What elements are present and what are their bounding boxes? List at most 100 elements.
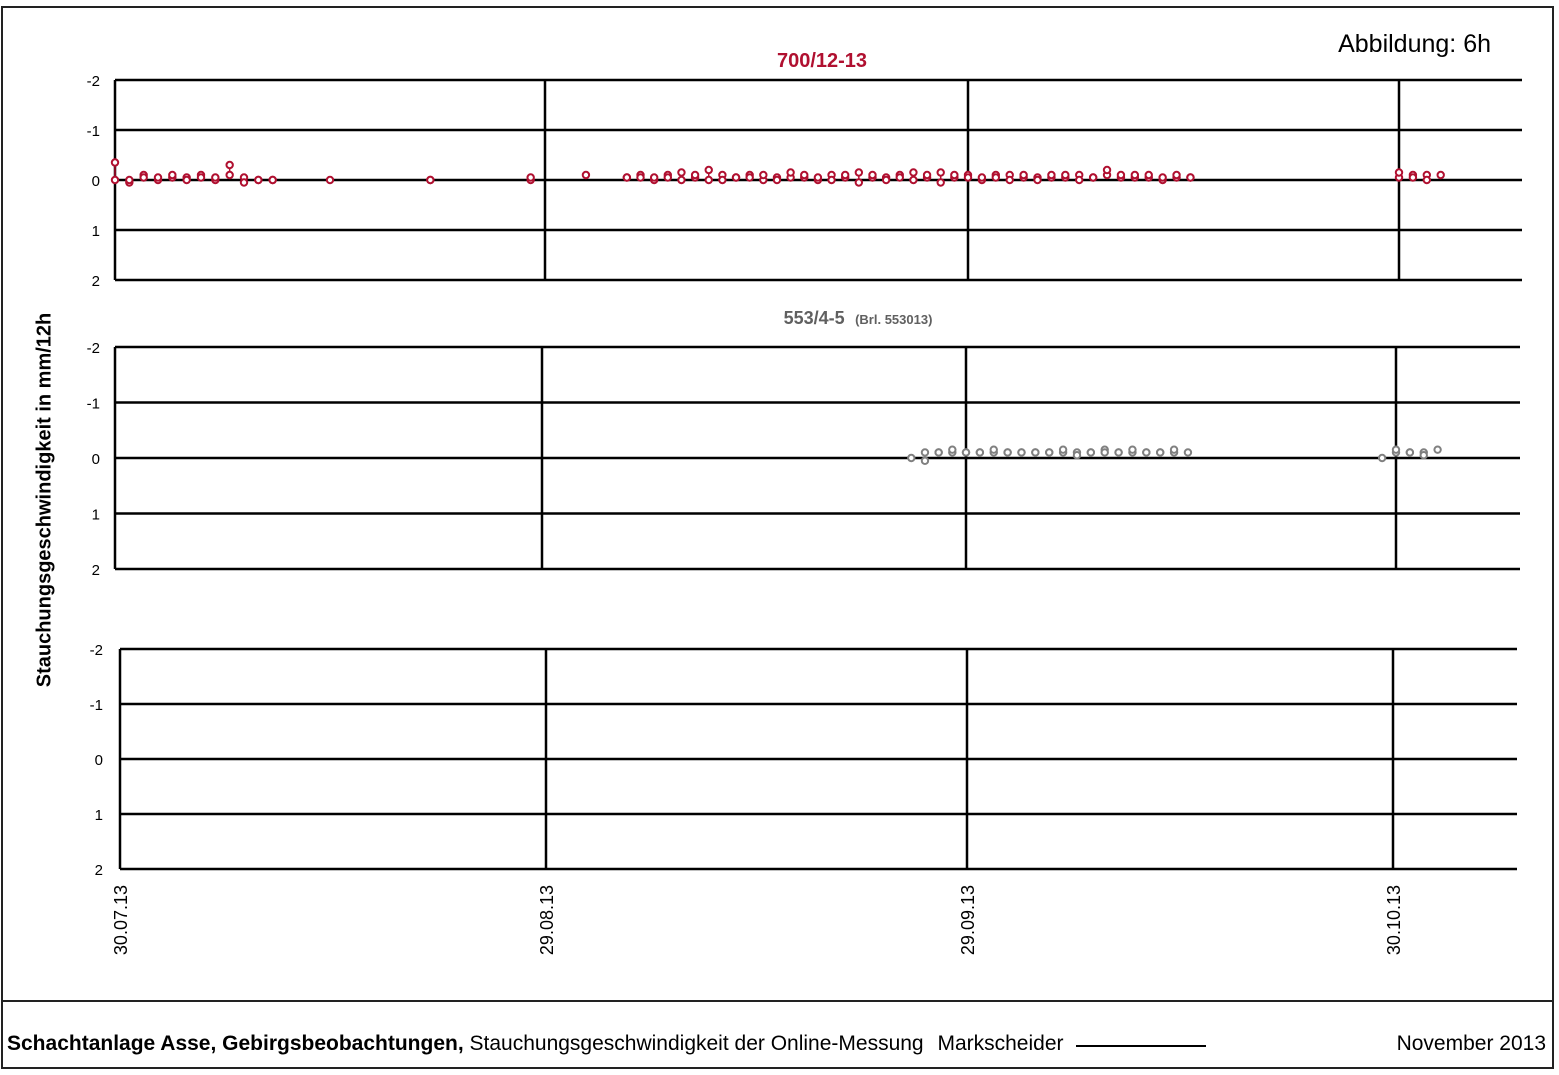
data-point	[153, 173, 163, 182]
data-point	[1102, 165, 1112, 175]
x-tick-label: 29.09.13	[958, 885, 978, 955]
data-point	[895, 173, 904, 182]
data-point	[196, 173, 206, 182]
data-point	[881, 175, 891, 185]
chart-subtitle: (Brl. 553013)	[855, 312, 932, 327]
data-point	[963, 173, 973, 182]
data-point	[1419, 451, 1428, 460]
data-point	[663, 173, 673, 182]
data-point	[1405, 448, 1415, 457]
data-point	[975, 448, 985, 457]
chart-panel-empty: -2 -1 0 1 2	[90, 642, 1517, 879]
data-point	[948, 445, 957, 454]
footer-signer-label: Markscheider	[937, 1032, 1064, 1055]
data-point	[690, 170, 700, 180]
data-point	[1436, 170, 1445, 180]
data-point	[704, 165, 713, 175]
data-point	[950, 170, 959, 180]
data-point	[936, 178, 945, 187]
y-tick-label: 0	[92, 173, 100, 190]
data-point	[168, 170, 177, 180]
data-point	[991, 173, 1001, 182]
data-point	[1391, 445, 1401, 454]
data-point	[1158, 173, 1167, 182]
y-tick-label: 1	[92, 223, 100, 240]
y-tick-label: -2	[87, 340, 100, 357]
data-point	[1086, 448, 1096, 457]
data-point	[1019, 170, 1028, 180]
y-tick-label: -1	[90, 697, 103, 714]
data-points	[907, 445, 1442, 465]
data-point	[1031, 448, 1040, 457]
data-point	[920, 448, 930, 457]
data-point	[636, 173, 645, 182]
x-tick-label: 30.07.13	[111, 885, 131, 955]
data-point	[110, 175, 120, 185]
data-point	[677, 168, 686, 177]
data-point	[977, 173, 987, 182]
data-point	[854, 178, 864, 187]
footer-divider	[1, 1000, 1554, 1002]
data-point	[677, 175, 686, 185]
data-point	[1114, 448, 1123, 457]
y-tick-label: -2	[90, 642, 103, 659]
footer-description: Stauchungsgeschwindigkeit der Online-Mes…	[463, 1032, 924, 1055]
data-point	[934, 448, 943, 457]
data-point	[1088, 173, 1098, 182]
data-point	[936, 168, 945, 177]
data-point	[1058, 445, 1068, 454]
data-point	[704, 175, 713, 185]
data-point	[110, 158, 120, 167]
data-point	[800, 170, 809, 180]
chart-title-group: 553/4-5 (Brl. 553013)	[784, 308, 933, 328]
y-tick-label: 0	[95, 752, 103, 769]
data-point	[813, 173, 823, 182]
footer: Schachtanlage Asse, Gebirgsbeobachtungen…	[7, 1032, 1550, 1056]
data-point	[786, 168, 795, 177]
data-point	[139, 173, 148, 182]
data-point	[1045, 448, 1054, 457]
data-point	[1100, 448, 1109, 457]
data-point	[731, 173, 741, 182]
data-point	[961, 448, 971, 457]
data-point	[1047, 170, 1056, 180]
y-tick-label: 1	[95, 807, 103, 824]
data-point	[1183, 448, 1193, 457]
chart-panel-553-4-5: 553/4-5 (Brl. 553013) -2 -1 0 1 2	[87, 308, 1520, 579]
data-point	[426, 175, 435, 185]
data-point	[1422, 175, 1432, 185]
y-tick-labels: -2 -1 0 1 2	[87, 73, 100, 290]
grid-lines	[113, 345, 1520, 571]
data-point	[1116, 170, 1126, 180]
data-point	[1144, 170, 1153, 180]
data-point	[225, 170, 234, 180]
footer-date: November 2013	[1396, 1032, 1546, 1055]
data-point	[1017, 448, 1026, 457]
data-point	[759, 170, 768, 180]
data-point	[581, 170, 591, 180]
data-points	[110, 158, 1445, 187]
data-point	[1142, 448, 1151, 457]
chart-title: 553/4-5	[784, 308, 845, 328]
data-point	[268, 175, 277, 185]
footer-company: Schachtanlage Asse, Gebirgsbeobachtungen…	[7, 1032, 464, 1055]
chart-title: 700/12-13	[777, 50, 867, 72]
y-tick-label: -1	[87, 123, 100, 140]
grid-lines	[113, 78, 1522, 282]
figure-label: Abbildung: 6h	[1338, 30, 1491, 58]
x-tick-label: 29.08.13	[537, 885, 557, 955]
data-point	[239, 178, 249, 187]
data-point	[745, 173, 754, 182]
y-tick-label: 2	[92, 273, 100, 290]
x-tick-label: 30.10.13	[1384, 885, 1404, 955]
data-point	[854, 168, 864, 177]
data-point	[1061, 170, 1070, 180]
data-point	[772, 175, 782, 185]
y-tick-label: 2	[95, 862, 103, 879]
data-point	[1377, 453, 1387, 463]
signature-line	[1075, 1045, 1206, 1047]
x-tick-labels: 30.07.13 29.08.13 29.09.13 30.10.13	[111, 885, 1404, 955]
data-point	[1130, 170, 1140, 180]
data-point	[1433, 445, 1442, 454]
data-point	[1394, 168, 1404, 177]
